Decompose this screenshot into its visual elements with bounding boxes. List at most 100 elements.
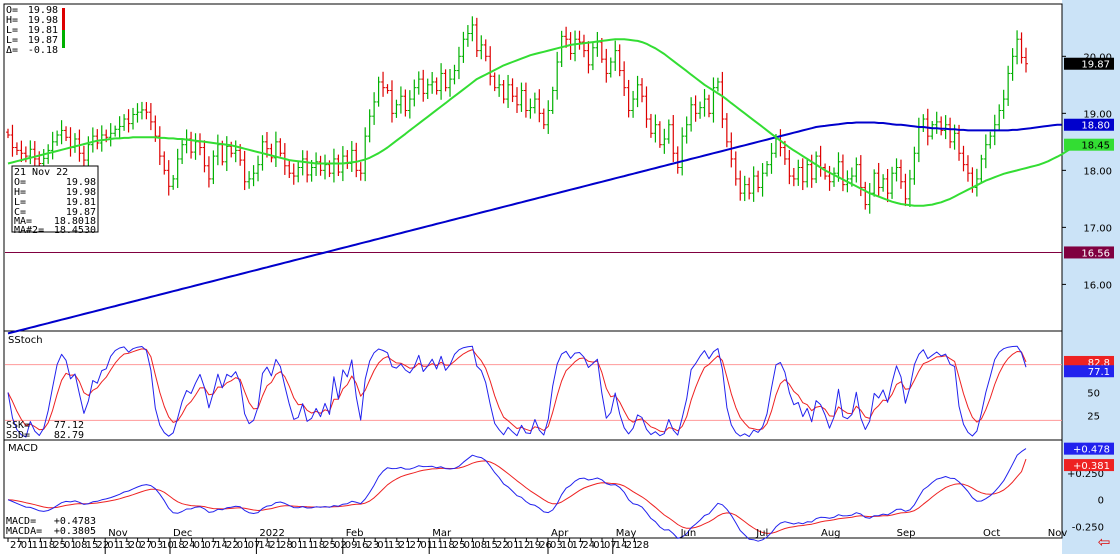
macd-layer	[7, 448, 1027, 542]
x-month-label: Aug	[821, 528, 841, 539]
macd-tag: +0.478	[1073, 445, 1110, 456]
x-month-label: Nov	[1048, 528, 1068, 539]
header-bar-up	[62, 8, 65, 48]
x-month-label: Apr	[551, 528, 569, 539]
price-tick-label: 18.00	[1083, 166, 1112, 177]
x-day-label: 03	[150, 540, 163, 551]
cursor-open-label: O=	[14, 177, 26, 188]
ohlc-change-label: Δ=	[6, 45, 18, 56]
x-day-label: 21	[399, 540, 412, 551]
cursor-close-label: C=	[14, 207, 26, 218]
stoch-d-tag-bg	[1064, 355, 1114, 368]
x-day-label: 18	[172, 540, 185, 551]
moving-average-long-line	[7, 121, 1062, 335]
x-day-label: 07	[204, 540, 217, 551]
ohlc-high-value: 19.98	[28, 15, 58, 26]
ohlc-high-label: H=	[6, 15, 18, 26]
x-day-label: 01	[107, 540, 120, 551]
macd-signal-line	[7, 458, 1027, 534]
x-month-label: Feb	[346, 528, 364, 539]
ohlc-open-label: O=	[6, 5, 18, 16]
moving-average-short-line	[7, 38, 1076, 207]
x-day-label: 21	[626, 540, 639, 551]
ma-short-tag: 18.45	[1081, 141, 1110, 152]
ssd-label: SSD=	[6, 430, 30, 441]
x-day-label: 10	[161, 540, 174, 551]
ma-long-tag: 18.80	[1081, 121, 1110, 132]
x-month-label: Oct	[983, 528, 1000, 539]
x-day-label: 15	[485, 540, 498, 551]
x-day-label: 22	[226, 540, 239, 551]
x-day-label: 01	[64, 540, 77, 551]
x-day-label: 25	[323, 540, 336, 551]
x-month-label: Jul	[755, 528, 768, 539]
stoch-k-tag-bg	[1064, 365, 1114, 378]
x-day-label: 02	[334, 540, 347, 551]
x-day-label: 18	[42, 540, 55, 551]
x-day-label: 24	[582, 540, 595, 551]
cursor-readout: 21 Nov 22 O= 19.98 H= 19.98 L= 19.81 C= …	[11, 165, 99, 236]
x-day-label: 01	[377, 540, 390, 551]
cursor-open-value: 19.98	[66, 177, 96, 188]
x-day-label: 01	[291, 540, 304, 551]
macd-tick-label: 0	[1098, 496, 1104, 507]
ohlc-change-value: -0.18	[28, 45, 58, 56]
x-month-label: Dec	[173, 528, 192, 539]
ohlc-open-value: 19.98	[28, 5, 58, 16]
ssk-value: 77.12	[54, 420, 84, 431]
last-price-tag-bg	[1064, 57, 1114, 70]
x-month-label: 2022	[259, 528, 284, 539]
scroll-back-arrow-icon[interactable]: ⇦	[1098, 533, 1111, 551]
last-price-tag: 19.87	[1081, 60, 1110, 71]
x-day-label: 17	[572, 540, 585, 551]
header-bar-down	[62, 30, 65, 48]
x-day-label: 08	[474, 540, 487, 551]
x-day-label: 01	[464, 540, 477, 551]
x-day-label: 01	[593, 540, 606, 551]
stoch-d-tag: 82.8	[1088, 358, 1110, 369]
x-day-label: 11	[302, 540, 315, 551]
x-day-label: 01	[507, 540, 520, 551]
macda-value: +0.3805	[54, 526, 96, 537]
cursor-close-value: 19.87	[66, 207, 96, 218]
x-day-label: 01	[420, 540, 433, 551]
macd-tick-label: -0.250	[1072, 522, 1104, 533]
x-month-label: Sep	[897, 528, 916, 539]
price-layer	[5, 16, 1076, 335]
support-tag-bg	[1064, 246, 1114, 259]
stoch-k-tag: 77.1	[1088, 367, 1110, 378]
x-day-label: 22	[96, 540, 109, 551]
x-day-label: 24	[183, 540, 196, 551]
x-day-label: 11	[32, 540, 45, 551]
x-day-label: 07	[604, 540, 617, 551]
x-day-label: 20	[129, 540, 142, 551]
x-day-label: 27	[10, 540, 23, 551]
macd-label: MACD=	[6, 516, 36, 527]
x-day-label: 22	[496, 540, 509, 551]
cursor-ma2-label: MA#2=	[14, 225, 44, 236]
ssd-value: 82.79	[54, 430, 84, 441]
x-day-label: 27	[410, 540, 423, 551]
price-tick-label: 19.00	[1083, 109, 1112, 120]
ohlc-low-value: 19.81	[28, 25, 58, 36]
stoch-k-line	[7, 345, 1027, 438]
macd-value: +0.4783	[54, 516, 96, 527]
ohlc-last-label: L=	[6, 35, 18, 46]
x-day-label: 16	[356, 540, 369, 551]
stoch-tick-label: 25	[1087, 412, 1100, 423]
x-day-label: 25	[53, 540, 66, 551]
price-tags: 19.87 18.80 18.45 16.56 82.877.1 +0.478 +0.381	[1064, 57, 1114, 472]
ma-long-tag-bg	[1064, 118, 1114, 131]
x-day-label: 14	[615, 540, 628, 551]
ohlc-last-value: 19.87	[28, 35, 58, 46]
stoch-d-line	[7, 348, 1027, 433]
cursor-low-label: L=	[14, 197, 26, 208]
x-day-label: 25	[453, 540, 466, 551]
price-tick-label: 16.00	[1083, 280, 1112, 291]
cursor-date: 21 Nov 22	[14, 167, 68, 178]
x-day-label: 12	[518, 540, 531, 551]
ma-short-tag-bg	[1064, 138, 1114, 151]
x-day-label: 03	[550, 540, 563, 551]
stoch-layer	[5, 345, 1062, 438]
